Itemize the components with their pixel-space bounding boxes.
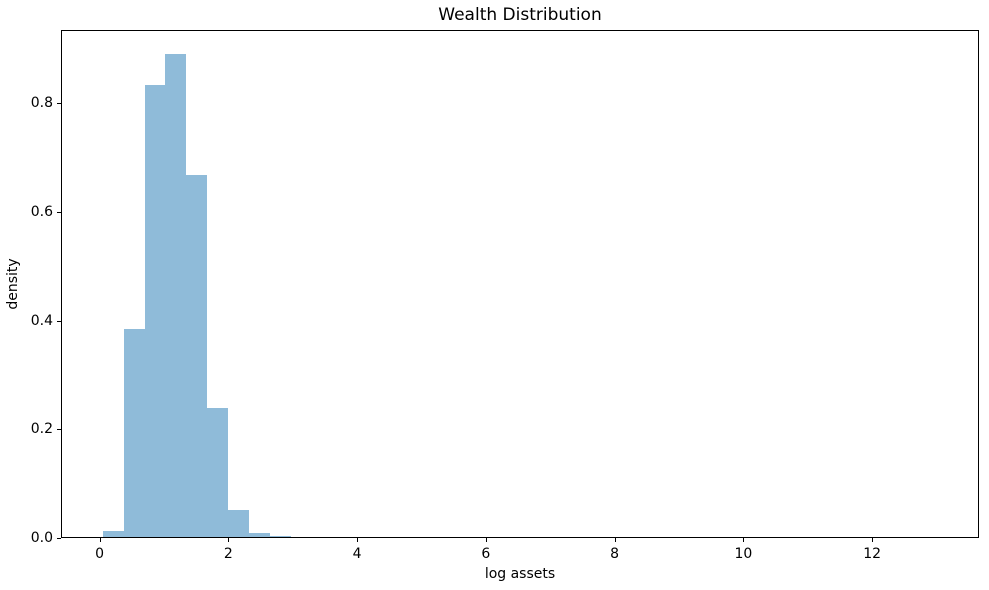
x-axis-tick [614, 538, 616, 542]
y-tick-label: 0.2 [30, 421, 53, 438]
histogram-bar [102, 531, 124, 537]
y-axis-tick [57, 538, 61, 539]
histogram-bar [207, 408, 228, 537]
histogram-bar [123, 329, 145, 537]
x-tick-label: 10 [734, 546, 753, 562]
x-tick-label: 2 [223, 546, 233, 562]
y-axis-tick [57, 429, 61, 431]
y-tick-label: 0.0 [30, 530, 53, 546]
y-axis-tick [57, 103, 61, 105]
x-tick-label: 6 [481, 546, 491, 562]
y-tick-label: 0.6 [30, 204, 53, 220]
x-axis-tick [357, 538, 359, 542]
histogram-bar [248, 532, 270, 537]
histogram-bar [186, 175, 208, 537]
y-axis-tick [57, 320, 61, 322]
y-tick-label: 0.4 [30, 312, 53, 329]
x-axis-tick [485, 538, 487, 542]
plot-area [61, 30, 979, 538]
x-axis-label: log assets [484, 566, 556, 582]
x-axis-tick [99, 538, 101, 542]
histogram-bar [165, 53, 187, 537]
x-tick-label: 0 [95, 546, 105, 562]
x-axis-tick [743, 538, 745, 542]
x-axis-tick [872, 538, 874, 542]
x-axis-tick [228, 538, 230, 542]
histogram-bar [144, 85, 166, 537]
y-tick-label: 0.8 [30, 95, 53, 112]
y-axis-tick [57, 212, 61, 213]
chart-title: Wealth Distribution [438, 5, 602, 25]
histogram-bar [269, 535, 291, 537]
x-tick-label: 4 [352, 546, 362, 562]
y-axis-label: density [5, 258, 21, 310]
histogram-bar [227, 510, 249, 537]
x-tick-label: 12 [863, 546, 882, 562]
x-tick-label: 8 [610, 546, 620, 562]
